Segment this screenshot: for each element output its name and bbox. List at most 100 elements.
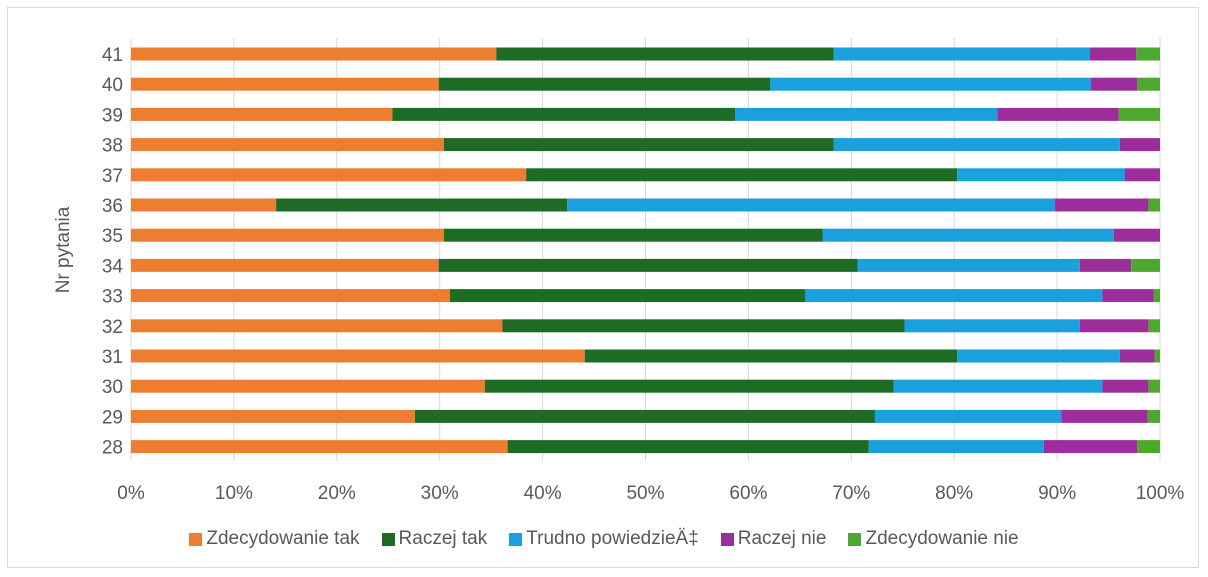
bar-segment — [131, 258, 439, 272]
bar-segment — [1061, 409, 1148, 423]
legend-swatch — [848, 532, 862, 546]
bar-segment — [957, 168, 1126, 182]
x-tick-label: 30% — [421, 483, 459, 504]
bar-segment — [449, 289, 805, 303]
bar-segment — [131, 409, 416, 423]
bars — [131, 47, 1160, 454]
y-tick-label: 41 — [102, 45, 123, 66]
bar-segment — [1119, 138, 1160, 152]
bar-segment — [584, 349, 958, 363]
bar-segment — [997, 107, 1119, 121]
bar-segment — [1091, 77, 1138, 91]
legend-swatch — [189, 532, 203, 546]
y-tick-label: 40 — [102, 75, 123, 96]
bar-segment — [1148, 379, 1160, 393]
bar-segment — [484, 379, 894, 393]
bar-segment — [904, 319, 1080, 333]
bar-segment — [868, 440, 1044, 454]
legend-swatch — [509, 532, 523, 546]
bar-segment — [131, 77, 439, 91]
bar-segment — [1153, 289, 1160, 303]
bar-segment — [131, 440, 508, 454]
y-tick-label: 33 — [102, 287, 123, 308]
legend-item: Zdecydowanie nie — [848, 528, 1019, 550]
legend-label: Zdecydowanie tak — [206, 528, 360, 549]
legend-swatch — [381, 532, 395, 546]
legend: Zdecydowanie tak Raczej tak Trudno powiedz… — [0, 528, 1208, 550]
bar-segment — [567, 198, 1056, 212]
y-tick-label: 36 — [102, 196, 123, 217]
x-axis-ticks: 0% 10% 20% 30% 40% 50% 60% 70% 80% 90% 100% — [117, 483, 1184, 504]
bar-segment — [131, 349, 585, 363]
legend-swatch — [720, 532, 734, 546]
bar-segment — [1136, 47, 1160, 61]
bar-segment — [131, 47, 497, 61]
bar-segment — [392, 107, 736, 121]
bar-segment — [131, 228, 444, 242]
bar-segment — [131, 107, 393, 121]
x-tick-label: 70% — [832, 483, 870, 504]
bar-segment — [131, 138, 444, 152]
legend-label: Raczej tak — [398, 528, 488, 549]
y-tick-label: 30 — [102, 377, 123, 398]
y-tick-label: 38 — [102, 136, 123, 157]
bar-segment — [1148, 198, 1160, 212]
bar-segment — [1079, 258, 1132, 272]
x-tick-label: 40% — [524, 483, 562, 504]
bar-segment — [415, 409, 875, 423]
legend-item: Raczej tak — [381, 528, 488, 550]
bar-segment — [893, 379, 1103, 393]
bar-segment — [1102, 379, 1149, 393]
x-tick-label: 10% — [215, 483, 253, 504]
x-tick-label: 90% — [1038, 483, 1076, 504]
y-tick-label: 32 — [102, 317, 123, 338]
bar-segment — [1102, 289, 1154, 303]
bar-segment — [131, 168, 527, 182]
bar-segment — [833, 138, 1120, 152]
bar-segment — [1125, 168, 1160, 182]
bar-segment — [131, 379, 485, 393]
bar-segment — [276, 198, 568, 212]
bar-segment — [857, 258, 1080, 272]
legend-item: Zdecydowanie tak — [189, 528, 360, 550]
x-tick-label: 50% — [626, 483, 664, 504]
bar-segment — [804, 289, 1103, 303]
bar-segment — [438, 77, 771, 91]
y-tick-label: 28 — [102, 438, 123, 459]
bar-segment — [1131, 258, 1160, 272]
y-tick-label: 34 — [102, 256, 124, 277]
bar-segment — [1113, 228, 1160, 242]
bar-segment — [770, 77, 1092, 91]
bar-segment — [1055, 198, 1149, 212]
bar-segment — [131, 319, 503, 333]
bar-segment — [507, 440, 869, 454]
legend-item: Raczej nie — [720, 528, 826, 550]
bar-segment — [1154, 349, 1160, 363]
y-axis-title: Nr pytania — [53, 206, 74, 293]
y-tick-label: 35 — [102, 226, 123, 247]
y-tick-label: 29 — [102, 407, 123, 428]
legend-label: Zdecydowanie nie — [865, 528, 1019, 549]
x-tick-label: 100% — [1136, 483, 1185, 504]
bar-segment — [1147, 409, 1160, 423]
bar-segment — [1119, 349, 1155, 363]
x-tick-label: 0% — [117, 483, 145, 504]
bar-segment — [1118, 107, 1160, 121]
x-tick-label: 20% — [318, 483, 356, 504]
bar-segment — [502, 319, 905, 333]
gridlines — [130, 38, 1161, 461]
x-tick-label: 80% — [935, 483, 973, 504]
bar-segment — [822, 228, 1114, 242]
y-tick-label: 31 — [102, 347, 123, 368]
bar-segment — [131, 198, 277, 212]
bar-segment — [1137, 440, 1160, 454]
chart-frame — [7, 7, 1199, 568]
bar-segment — [443, 138, 834, 152]
y-tick-label: 37 — [102, 166, 123, 187]
bar-segment — [131, 289, 450, 303]
bar-segment — [874, 409, 1062, 423]
bar-segment — [957, 349, 1120, 363]
x-tick-label: 60% — [729, 483, 767, 504]
y-tick-label: 39 — [102, 105, 123, 126]
